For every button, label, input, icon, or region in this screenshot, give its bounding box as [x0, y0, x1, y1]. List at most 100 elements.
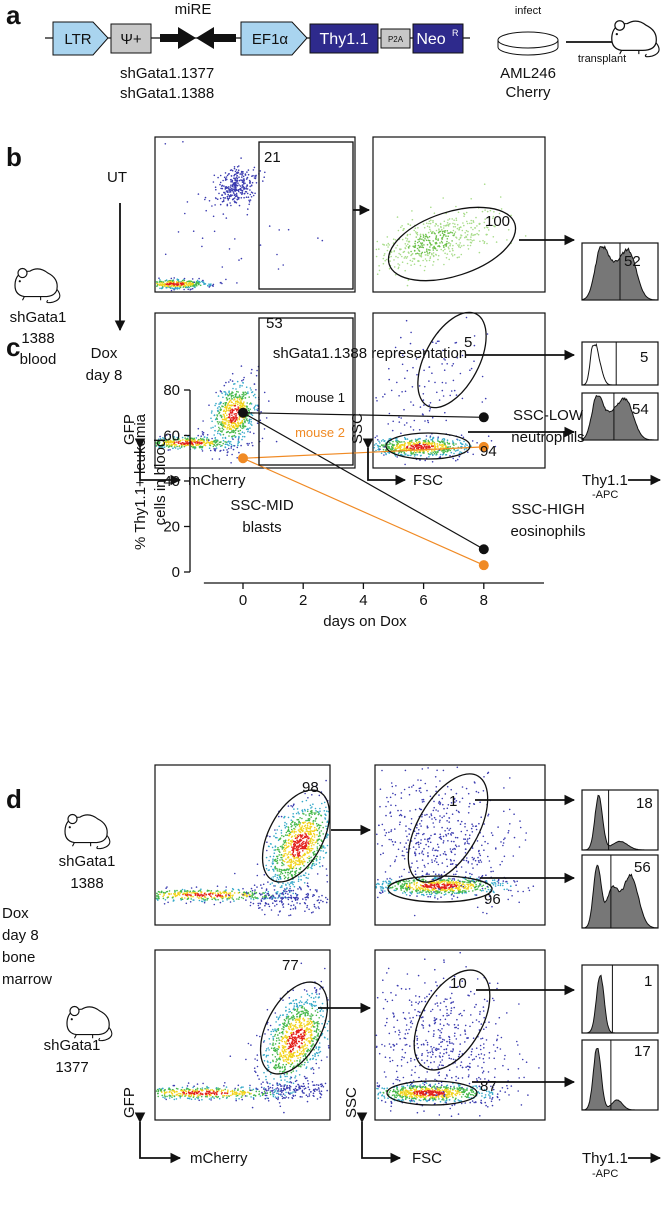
event-dot	[284, 840, 286, 842]
event-dot	[166, 280, 168, 282]
event-dot	[241, 197, 243, 199]
event-dot	[225, 187, 227, 189]
event-dot	[220, 409, 222, 411]
event-dot	[472, 867, 474, 869]
event-dot	[502, 885, 504, 887]
event-dot	[230, 400, 232, 402]
event-dot	[431, 859, 433, 861]
event-dot	[442, 452, 444, 454]
event-dot	[240, 433, 242, 435]
event-dot	[438, 229, 440, 231]
event-dot	[409, 440, 411, 442]
event-dot	[405, 442, 407, 444]
event-dot	[188, 283, 190, 285]
event-dot	[410, 264, 412, 266]
event-dot	[193, 230, 195, 232]
event-dot	[304, 836, 306, 838]
event-dot	[434, 233, 436, 235]
event-dot	[230, 379, 232, 381]
event-dot	[284, 888, 286, 890]
event-dot	[309, 820, 311, 822]
event-dot	[446, 241, 448, 243]
event-dot	[314, 834, 316, 836]
event-dot	[191, 887, 193, 889]
event-dot	[234, 873, 236, 875]
event-dot	[522, 891, 524, 893]
event-dot	[409, 241, 411, 243]
event-dot	[319, 902, 321, 904]
event-dot	[423, 393, 425, 395]
event-dot	[311, 811, 313, 813]
event-dot	[288, 903, 290, 905]
event-dot	[429, 892, 431, 894]
event-dot	[428, 223, 430, 225]
event-dot	[230, 407, 232, 409]
event-dot	[178, 894, 180, 896]
event-dot	[398, 253, 400, 255]
event-dot	[252, 182, 254, 184]
event-dot	[202, 237, 204, 239]
event-dot	[449, 251, 451, 253]
event-dot	[231, 425, 233, 427]
event-dot	[464, 214, 466, 216]
event-dot	[433, 256, 435, 258]
event-dot	[455, 231, 457, 233]
event-dot	[399, 821, 401, 823]
event-dot	[305, 899, 307, 901]
event-dot	[241, 174, 243, 176]
event-dot	[247, 208, 249, 210]
event-dot	[237, 381, 239, 383]
event-dot	[273, 870, 275, 872]
event-dot	[317, 843, 319, 845]
event-dot	[439, 882, 441, 884]
event-dot	[290, 886, 292, 888]
event-dot	[264, 428, 266, 430]
event-dot	[429, 242, 431, 244]
event-dot	[261, 887, 263, 889]
event-dot	[453, 453, 455, 455]
event-dot	[228, 448, 230, 450]
event-dot	[235, 182, 237, 184]
event-dot	[402, 883, 404, 885]
event-dot	[281, 870, 283, 872]
event-dot	[199, 900, 201, 902]
event-dot	[445, 893, 447, 895]
event-dot	[471, 887, 473, 889]
event-dot	[283, 860, 285, 862]
event-dot	[463, 441, 465, 443]
event-dot	[224, 385, 226, 387]
event-dot	[464, 884, 466, 886]
event-dot	[293, 863, 295, 865]
event-dot	[406, 257, 408, 259]
event-dot	[460, 247, 462, 249]
event-dot	[211, 205, 213, 207]
event-dot	[429, 226, 431, 228]
event-dot	[307, 826, 309, 828]
event-dot	[439, 801, 441, 803]
event-dot	[254, 383, 256, 385]
event-dot	[226, 399, 228, 401]
event-dot	[463, 245, 465, 247]
event-dot	[242, 424, 244, 426]
event-dot	[277, 847, 279, 849]
event-dot	[285, 858, 287, 860]
event-dot	[232, 894, 234, 896]
event-dot	[293, 808, 295, 810]
event-dot	[418, 260, 420, 262]
event-dot	[232, 186, 234, 188]
event-dot	[445, 235, 447, 237]
mouse-icon	[612, 21, 659, 57]
event-dot	[304, 832, 306, 834]
event-dot	[294, 861, 296, 863]
event-dot	[395, 239, 397, 241]
event-dot	[236, 457, 238, 459]
event-dot	[439, 444, 441, 446]
event-dot	[493, 882, 495, 884]
event-dot	[166, 287, 168, 289]
transplant-label: transplant	[578, 53, 626, 65]
event-dot	[206, 437, 208, 439]
event-dot	[413, 404, 415, 406]
event-dot	[247, 193, 249, 195]
event-dot	[395, 785, 397, 787]
event-dot	[465, 838, 467, 840]
